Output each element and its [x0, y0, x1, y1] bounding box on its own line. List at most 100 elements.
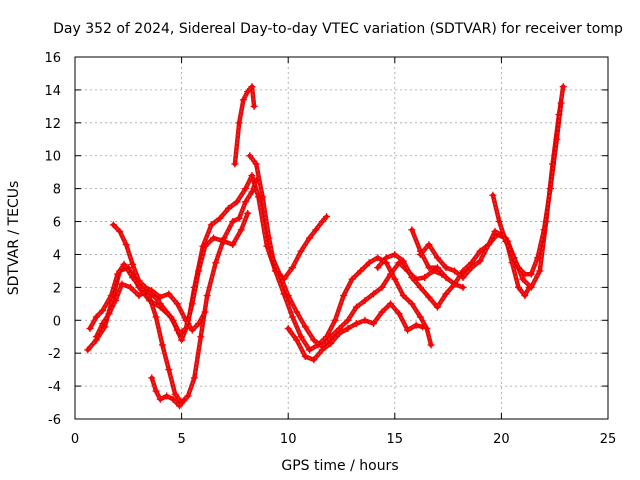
series-track-8	[268, 252, 444, 349]
y-tick-label: 8	[53, 183, 61, 198]
data-point	[216, 214, 224, 222]
data-point	[546, 185, 554, 193]
data-point	[180, 397, 188, 405]
data-point	[135, 292, 143, 300]
data-point	[369, 290, 377, 298]
data-point	[235, 214, 243, 222]
data-point	[265, 234, 273, 242]
data-point	[476, 247, 484, 255]
data-point	[361, 297, 369, 305]
data-point	[259, 193, 267, 201]
data-point	[559, 83, 567, 91]
data-point	[306, 234, 314, 242]
data-point	[306, 346, 314, 354]
series-markers-track-3	[95, 213, 249, 337]
data-point	[331, 316, 339, 324]
y-tick-label: 14	[44, 84, 61, 99]
data-point	[158, 341, 166, 349]
data-point	[485, 241, 493, 249]
data-point	[468, 264, 476, 272]
data-point	[169, 395, 177, 403]
x-tick-label: 5	[177, 432, 185, 447]
data-point	[365, 259, 373, 267]
data-point	[293, 336, 301, 344]
data-point	[239, 96, 247, 104]
data-point	[387, 300, 395, 308]
data-point	[237, 226, 245, 234]
x-tick-label: 20	[493, 432, 510, 447]
data-point	[310, 336, 318, 344]
data-point	[361, 316, 369, 324]
data-point	[188, 326, 196, 334]
data-point	[267, 250, 275, 258]
data-point	[408, 226, 416, 234]
data-point	[203, 292, 211, 300]
y-tick-label: -4	[48, 380, 61, 395]
x-tick-label: 10	[280, 432, 297, 447]
data-point	[374, 264, 382, 272]
data-point	[489, 191, 497, 199]
data-point	[122, 241, 130, 249]
data-point	[327, 339, 335, 347]
data-point	[201, 242, 209, 250]
y-tick-label: 0	[53, 314, 61, 329]
data-point	[225, 204, 233, 212]
data-point	[126, 283, 134, 291]
data-point	[116, 227, 124, 235]
data-point	[459, 267, 467, 275]
data-point	[129, 273, 137, 281]
grid-lines	[75, 57, 608, 419]
data-point	[312, 226, 320, 234]
x-tick-label: 15	[387, 432, 404, 447]
data-point	[99, 320, 107, 328]
data-point	[421, 273, 429, 281]
data-point	[235, 119, 243, 127]
data-point	[527, 283, 535, 291]
data-point	[297, 333, 305, 341]
data-point	[220, 237, 228, 245]
data-point	[399, 292, 407, 300]
data-point	[148, 287, 156, 295]
data-point	[395, 310, 403, 318]
data-point	[195, 267, 203, 275]
data-point	[391, 275, 399, 283]
data-point	[242, 185, 250, 193]
data-point	[514, 264, 522, 272]
data-point	[135, 277, 143, 285]
data-point	[107, 292, 115, 300]
y-tick-label: 16	[44, 51, 61, 66]
y-tick-label: 2	[53, 281, 61, 296]
data-point	[197, 333, 205, 341]
data-point	[207, 221, 215, 229]
x-tick-label: 0	[71, 432, 79, 447]
data-point	[229, 241, 237, 249]
data-point	[459, 273, 467, 281]
data-point	[521, 270, 529, 278]
data-point	[416, 313, 424, 321]
data-point	[212, 259, 220, 267]
data-point	[242, 198, 250, 206]
data-point	[252, 160, 260, 168]
data-point	[120, 260, 128, 268]
data-point	[419, 323, 427, 331]
x-tick-label: 25	[600, 432, 617, 447]
data-point	[156, 300, 164, 308]
data-point	[399, 257, 407, 265]
data-point	[335, 329, 343, 337]
data-point	[99, 306, 107, 314]
data-point	[508, 250, 516, 258]
data-point	[536, 267, 544, 275]
data-point	[182, 316, 190, 324]
data-point	[521, 292, 529, 300]
data-point	[352, 320, 360, 328]
data-point	[495, 218, 503, 226]
y-tick-label: 6	[53, 216, 61, 231]
y-tick-label: 12	[44, 117, 61, 132]
data-point	[423, 325, 431, 332]
data-point	[427, 341, 435, 349]
data-point	[248, 171, 256, 179]
y-tick-label: 4	[53, 248, 61, 263]
data-point	[201, 308, 209, 316]
data-point	[173, 300, 181, 308]
data-point	[352, 303, 360, 311]
